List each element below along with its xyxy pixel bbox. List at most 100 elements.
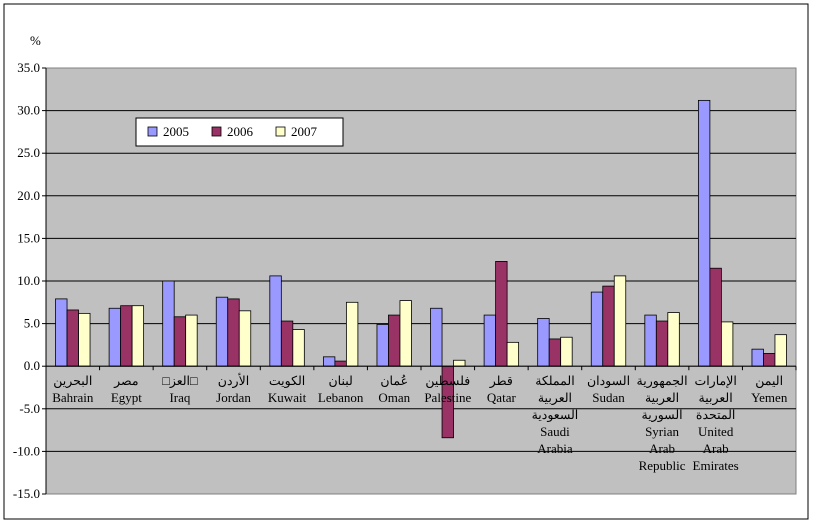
bars: [55, 99, 787, 439]
bar-2007-iraq: [185, 314, 198, 367]
bar-2005-united-arab-emirates: [697, 99, 711, 367]
legend-label-2005: 2005: [163, 124, 189, 139]
category-label-en: Jordan: [216, 390, 251, 405]
bar-2006-iraq: [173, 316, 187, 367]
bar-2006-oman: [388, 314, 401, 367]
bar-2006-egypt: [120, 305, 133, 367]
bar-2006-sudan: [602, 285, 615, 367]
legend-swatch-2007: [275, 126, 286, 137]
category-label-ar: اليمن: [755, 374, 783, 389]
bar-2005-lebanon: [322, 356, 336, 367]
bar-2006-lebanon: [334, 360, 347, 367]
category-label-en: Yemen: [751, 390, 788, 405]
y-tick-label: 35.0: [17, 60, 40, 75]
bar-2005-yemen: [751, 348, 764, 367]
category-label-en: Sudan: [592, 390, 625, 405]
bar-2006-saudi-arabia: [548, 338, 562, 367]
category-label-ar: مصر: [113, 374, 138, 389]
category-label-ar: البحرين: [53, 374, 92, 389]
category-label-en: Saudi: [540, 424, 570, 439]
category-label-ar: العربية: [645, 391, 679, 406]
category-label-ar: العربية: [538, 391, 572, 406]
category-label-en: Palestine: [424, 390, 471, 405]
y-tick-label: 10.0: [17, 273, 40, 288]
bar-2007-sudan: [613, 275, 627, 367]
bar-2005-palestine: [430, 307, 443, 367]
bar-2007-jordan: [238, 310, 252, 367]
legend-swatch-2005: [147, 126, 158, 137]
bar-2006-jordan: [227, 298, 240, 367]
category-label-ar: لبنان: [328, 374, 352, 388]
bar-2007-kuwait: [292, 329, 305, 367]
y-tick-label: -5.0: [19, 401, 40, 416]
bar-2005-saudi-arabia: [537, 318, 550, 367]
category-label-ar: عُمان: [380, 373, 408, 388]
bar-2005-jordan: [215, 296, 229, 367]
category-label-en: Arab: [703, 441, 729, 456]
y-tick-label: 5.0: [24, 316, 40, 331]
category-label-en: Kuwait: [268, 390, 307, 405]
category-label-ar: السورية: [642, 408, 683, 423]
bar-2006-yemen: [763, 353, 776, 367]
y-axis-label: %: [30, 33, 41, 48]
bar-2007-egypt: [131, 305, 145, 367]
legend-label-2007: 2007: [291, 124, 318, 139]
category-label-en: Iraq: [169, 390, 190, 405]
zero-axis: [45, 365, 797, 371]
y-tick-label: 30.0: [17, 103, 40, 118]
category-label-en: Republic: [639, 458, 686, 473]
bar-2007-united-arab-emirates: [720, 321, 734, 367]
bar-2005-iraq: [162, 280, 175, 367]
legend-label-2006: 2006: [227, 124, 254, 139]
category-label-ar: الكويت: [269, 374, 305, 389]
category-label-ar: الأردن: [218, 372, 249, 389]
bar-2007-oman: [399, 300, 412, 367]
bar-2007-syrian-arab-republic: [667, 312, 680, 367]
bar-2007-qatar: [506, 341, 520, 367]
bar-2006-syrian-arab-republic: [655, 320, 669, 367]
y-tick-label: 15.0: [17, 230, 40, 245]
bar-2007-yemen: [774, 334, 787, 367]
bar-2005-kuwait: [269, 275, 282, 367]
category-label-ar: السعودية: [532, 408, 579, 423]
category-label-en: Arabia: [537, 441, 573, 456]
bar-2006-bahrain: [66, 309, 79, 367]
y-tick-label: 20.0: [17, 188, 40, 203]
y-axis-ticks: -15.0 -10.0 -5.0 0.0 5.0 10.0 15.0 20.0 25.0 30.0…: [13, 60, 47, 501]
bar-2006-kuwait: [280, 320, 294, 367]
y-tick-label: 0.0: [24, 358, 40, 373]
gridlines: [46, 110, 796, 452]
category-label-en: United: [698, 424, 734, 439]
bar-2007-lebanon: [345, 301, 359, 367]
y-tick-label: -15.0: [13, 486, 40, 501]
legend: 2005 2006 2007: [135, 117, 344, 147]
bar-2005-oman: [376, 324, 389, 367]
bar-2005-bahrain: [55, 298, 68, 367]
category-label-en: Oman: [378, 390, 410, 405]
category-label-en: Emirates: [693, 458, 739, 473]
category-label-ar: العربية: [699, 391, 733, 406]
category-label-en: Bahrain: [52, 390, 94, 405]
legend-swatch-2006: [211, 126, 222, 137]
category-label-ar: المملكة: [535, 374, 574, 388]
bar-2005-syrian-arab-republic: [644, 314, 657, 367]
category-label-ar: قطر: [489, 374, 513, 389]
category-label-en: Syrian: [645, 424, 679, 439]
legend-box: [135, 117, 344, 147]
category-label-en: Lebanon: [318, 390, 364, 405]
category-label-ar: السودان: [587, 374, 630, 389]
y-tick-label: 25.0: [17, 145, 40, 160]
category-label-ar: المتحدة: [696, 408, 735, 422]
bar-2007-saudi-arabia: [560, 336, 573, 367]
category-label-en: Arab: [649, 441, 675, 456]
category-label-ar: الإمارات: [694, 374, 736, 389]
category-label-ar: فلسطين: [425, 374, 470, 389]
bar-2006-united-arab-emirates: [709, 267, 722, 367]
bar-2005-egypt: [108, 307, 122, 367]
bar-2005-sudan: [590, 291, 604, 367]
bar-2007-bahrain: [78, 312, 91, 367]
category-label-en: Qatar: [487, 390, 517, 405]
bar-2007-palestine: [453, 359, 466, 367]
